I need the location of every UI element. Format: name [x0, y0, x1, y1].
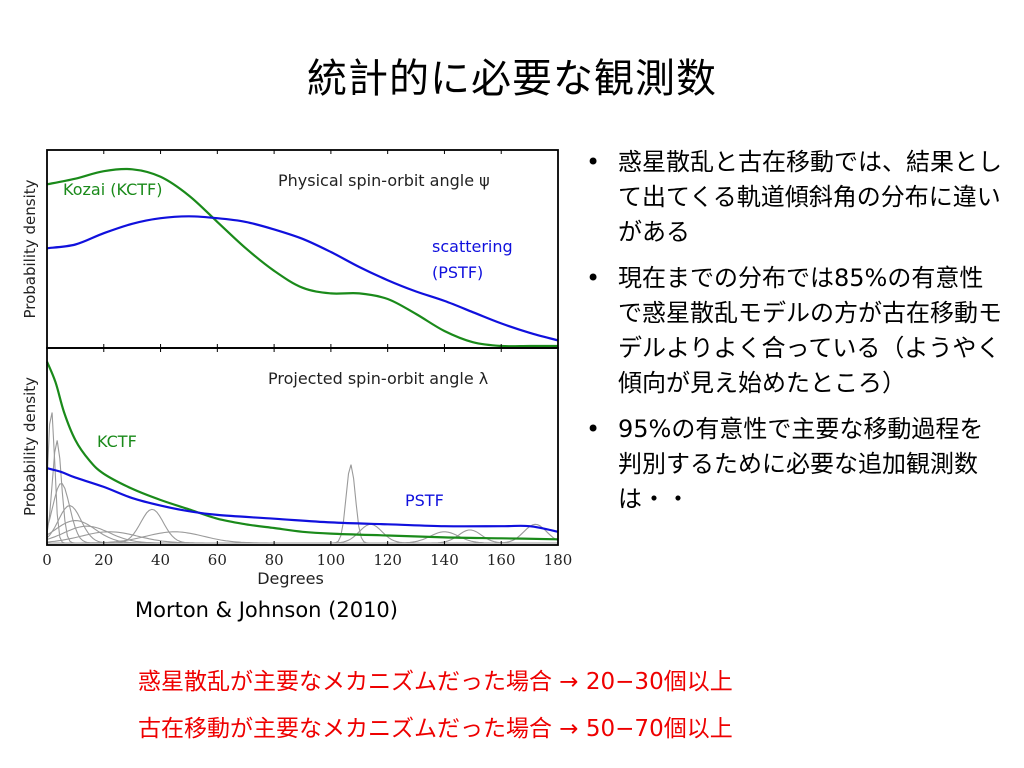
series-line — [46, 467, 559, 533]
panel-physical-angle: Probability density Kozai (KCTF) scatterin… — [21, 149, 559, 349]
y-axis-label: Probability density — [21, 377, 39, 516]
conclusion-scattering: 惑星散乱が主要なメカニズムだった場合 → 20−30個以上 — [138, 669, 733, 695]
x-tick-label: 160 — [487, 551, 516, 569]
x-tick-label: 80 — [265, 551, 284, 569]
x-tick-label: 40 — [151, 551, 170, 569]
x-tick-label: 120 — [373, 551, 402, 569]
bullet-dot-icon: • — [586, 264, 601, 292]
bullet-list: • 惑星散乱と古在移動では、結果として出てくる軌道傾斜角の分布に違いがある • 現在… — [582, 145, 1002, 528]
bullet-item: • 惑星散乱と古在移動では、結果として出てくる軌道傾斜角の分布に違いがある — [582, 145, 1002, 250]
x-tick-label: 180 — [544, 551, 573, 569]
bullet-item: • 95%の有意性で主要な移動過程を判別するために必要な追加観測数は・・ — [582, 412, 1002, 517]
bullet-text: 惑星散乱と古在移動では、結果として出てくる軌道傾斜角の分布に違いがある — [618, 148, 1002, 246]
citation: Morton & Johnson (2010) — [135, 598, 398, 622]
x-axis-label: Degrees — [257, 569, 324, 588]
panel-title: Physical spin-orbit angle ψ — [278, 171, 490, 190]
series-label: scattering — [432, 237, 513, 256]
x-tick-label: 100 — [317, 551, 346, 569]
series-line — [46, 215, 559, 342]
series-label: KCTF — [97, 432, 137, 451]
series-label: (PSTF) — [432, 263, 483, 282]
x-tick-label: 0 — [42, 551, 52, 569]
observed-system-curve — [47, 523, 559, 544]
y-axis-label: Probability density — [21, 179, 39, 318]
x-tick-label: 140 — [430, 551, 459, 569]
series-line — [46, 167, 558, 348]
x-tick-label: 20 — [94, 551, 113, 569]
panel-title: Projected spin-orbit angle λ — [268, 369, 488, 388]
bullet-text: 現在までの分布では85%の有意性で惑星散乱モデルの方が古在移動モデルよりよく合っ… — [618, 264, 1002, 397]
spin-orbit-chart: Probability density Kozai (KCTF) scatterin… — [21, 149, 573, 588]
bullet-dot-icon: • — [586, 148, 601, 176]
observed-system-curve — [46, 483, 558, 544]
bullet-text: 95%の有意性で主要な移動過程を判別するために必要な追加観測数は・・ — [618, 415, 984, 513]
slide-title: 統計的に必要な観測数 — [307, 56, 717, 102]
panel-frame — [46, 347, 559, 546]
panel-projected-angle: Probability density KCTF PSTF Projected spi… — [21, 347, 573, 588]
observed-systems-group — [46, 412, 559, 544]
observed-system-curve — [46, 440, 558, 544]
bullet-item: • 現在までの分布では85%の有意性で惑星散乱モデルの方が古在移動モデルよりよく合… — [582, 261, 1002, 401]
series-label: Kozai (KCTF) — [63, 180, 162, 199]
x-tick-label: 60 — [208, 551, 227, 569]
series-label: PSTF — [405, 491, 444, 510]
conclusion-kozai: 古在移動が主要なメカニズムだった場合 → 50−70個以上 — [138, 716, 733, 742]
bullet-dot-icon: • — [586, 415, 601, 443]
